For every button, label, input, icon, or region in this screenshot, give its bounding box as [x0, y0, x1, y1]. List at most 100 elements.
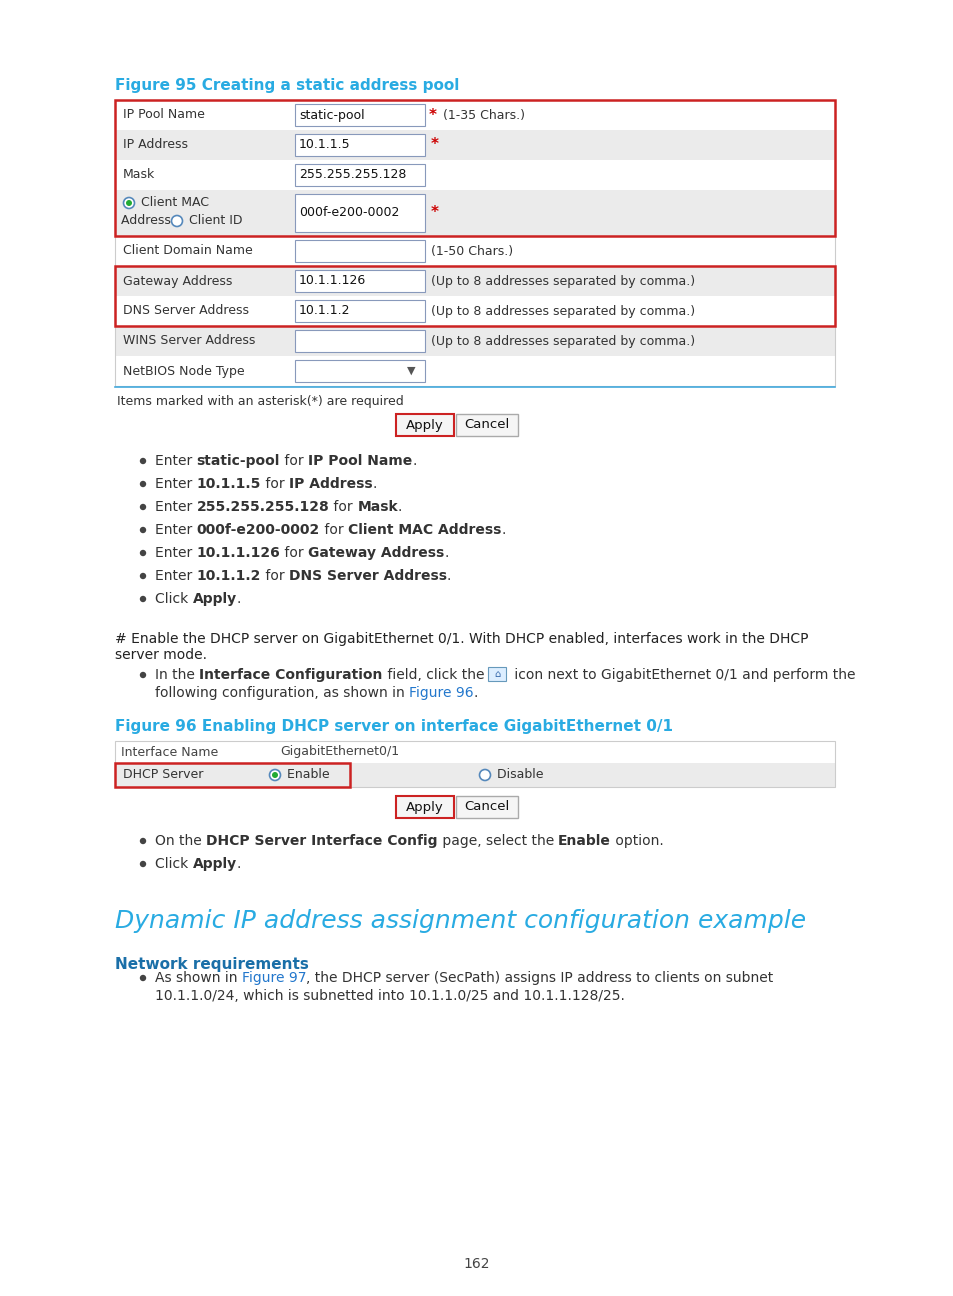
Text: *: * [431, 206, 438, 220]
Text: 10.1.1.5: 10.1.1.5 [196, 477, 261, 491]
Circle shape [140, 550, 146, 556]
Text: Figure 97: Figure 97 [242, 971, 306, 985]
Text: Apply: Apply [406, 419, 443, 432]
Text: Disable: Disable [493, 769, 543, 781]
Bar [294, 240, 424, 262]
Bar [456, 796, 517, 818]
Text: Apply: Apply [406, 801, 443, 814]
Text: ⌂: ⌂ [494, 669, 500, 679]
Text: # Enable the DHCP server on GigabitEthernet 0/1. With DHCP enabled, interfaces w: # Enable the DHCP server on GigabitEther… [115, 632, 807, 645]
Text: Enter: Enter [154, 569, 196, 583]
Circle shape [479, 770, 490, 780]
Bar [115, 763, 834, 787]
Text: GigabitEthernet0/1: GigabitEthernet0/1 [280, 745, 398, 758]
Text: static-pool: static-pool [298, 109, 364, 122]
Circle shape [140, 573, 146, 579]
Text: .: . [412, 454, 416, 468]
Text: for: for [319, 524, 348, 537]
Text: In the: In the [154, 667, 199, 682]
Text: 000f-e200-0002: 000f-e200-0002 [196, 524, 319, 537]
Text: .: . [236, 857, 241, 871]
Text: Enable: Enable [283, 769, 330, 781]
Circle shape [140, 457, 146, 464]
Text: Enter: Enter [154, 454, 196, 468]
Text: Enter: Enter [154, 524, 196, 537]
Bar [294, 133, 424, 156]
Text: Enter: Enter [154, 477, 196, 491]
Bar [294, 194, 424, 232]
Text: 10.1.1.2: 10.1.1.2 [298, 305, 350, 318]
Circle shape [140, 526, 146, 533]
Circle shape [140, 861, 146, 867]
Text: following configuration, as shown in: following configuration, as shown in [154, 686, 409, 700]
Circle shape [126, 200, 132, 206]
Text: As shown in: As shown in [154, 971, 242, 985]
Text: Mask: Mask [357, 500, 397, 515]
Text: DNS Server Address: DNS Server Address [123, 305, 249, 318]
Text: (1-35 Chars.): (1-35 Chars.) [442, 109, 524, 122]
Text: Enable: Enable [558, 835, 611, 848]
Text: Network requirements: Network requirements [115, 956, 309, 972]
Text: (1-50 Chars.): (1-50 Chars.) [431, 245, 513, 258]
Text: Apply: Apply [193, 857, 236, 871]
Text: Gateway Address: Gateway Address [123, 275, 233, 288]
Circle shape [140, 504, 146, 511]
Text: Interface Configuration: Interface Configuration [199, 667, 382, 682]
Text: NetBIOS Node Type: NetBIOS Node Type [123, 364, 244, 377]
Text: page, select the: page, select the [437, 835, 558, 848]
Text: Enter: Enter [154, 546, 196, 560]
Text: .: . [397, 500, 402, 515]
Text: (Up to 8 addresses separated by comma.): (Up to 8 addresses separated by comma.) [431, 305, 695, 318]
Circle shape [140, 596, 146, 603]
Text: 255.255.255.128: 255.255.255.128 [196, 500, 329, 515]
Text: Click: Click [154, 592, 193, 607]
Text: 000f-e200-0002: 000f-e200-0002 [298, 206, 399, 219]
Text: option.: option. [611, 835, 663, 848]
Bar [395, 796, 454, 818]
Text: (Up to 8 addresses separated by comma.): (Up to 8 addresses separated by comma.) [431, 334, 695, 347]
Bar [294, 104, 424, 126]
Text: for: for [261, 477, 289, 491]
Text: 10.1.1.2: 10.1.1.2 [196, 569, 261, 583]
Text: 10.1.1.5: 10.1.1.5 [298, 139, 351, 152]
Circle shape [140, 975, 146, 981]
Text: IP Address: IP Address [123, 139, 188, 152]
Text: Cancel: Cancel [464, 801, 509, 814]
Text: Enter: Enter [154, 500, 196, 515]
Bar [115, 295, 834, 327]
Bar [294, 270, 424, 292]
Text: Address: Address [121, 215, 174, 228]
Bar [115, 100, 834, 130]
Text: *: * [429, 108, 442, 123]
Bar [115, 763, 350, 787]
Text: static-pool: static-pool [196, 454, 280, 468]
Text: Client Domain Name: Client Domain Name [123, 245, 253, 258]
Bar [456, 413, 517, 435]
Bar [488, 667, 506, 680]
Text: Gateway Address: Gateway Address [308, 546, 444, 560]
Text: .: . [444, 546, 449, 560]
Bar [294, 330, 424, 353]
Text: for: for [280, 546, 308, 560]
Text: IP Pool Name: IP Pool Name [308, 454, 412, 468]
Text: Figure 96: Figure 96 [409, 686, 474, 700]
Bar [115, 327, 834, 356]
Text: On the: On the [154, 835, 206, 848]
Text: .: . [500, 524, 505, 537]
Text: 10.1.1.126: 10.1.1.126 [298, 275, 366, 288]
Text: 10.1.1.126: 10.1.1.126 [196, 546, 280, 560]
Text: .: . [236, 592, 241, 607]
Text: DHCP Server: DHCP Server [123, 769, 203, 781]
Text: Cancel: Cancel [464, 419, 509, 432]
Text: .: . [447, 569, 451, 583]
Bar [294, 299, 424, 321]
Text: (Up to 8 addresses separated by comma.): (Up to 8 addresses separated by comma.) [431, 275, 695, 288]
Text: icon next to GigabitEthernet 0/1 and perform the: icon next to GigabitEthernet 0/1 and per… [510, 667, 855, 682]
Text: Mask: Mask [123, 168, 155, 181]
Text: 162: 162 [463, 1257, 490, 1271]
Bar [115, 741, 834, 787]
Bar [294, 165, 424, 187]
Text: 255.255.255.128: 255.255.255.128 [298, 168, 406, 181]
Text: for: for [261, 569, 289, 583]
Text: DHCP Server Interface Config: DHCP Server Interface Config [206, 835, 437, 848]
